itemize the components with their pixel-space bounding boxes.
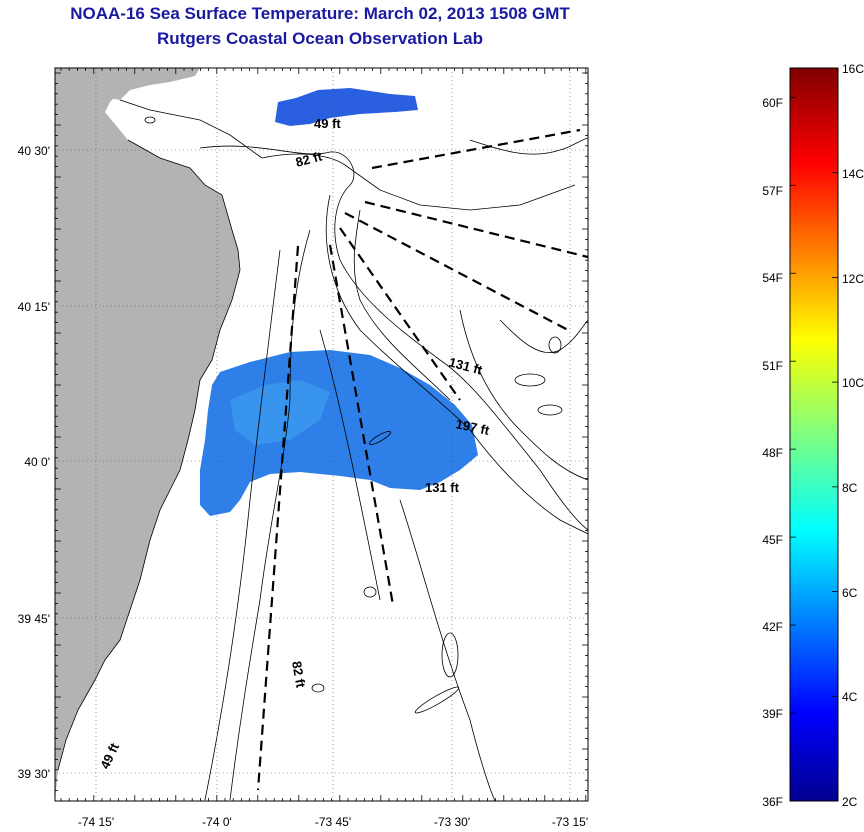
coastline xyxy=(57,139,241,771)
depth-label: 82 ft xyxy=(289,660,309,690)
lon-tick-label: -74 0' xyxy=(202,815,232,829)
colorbar-f-label: 36F xyxy=(762,795,783,809)
map-title: NOAA-16 Sea Surface Temperature: March 0… xyxy=(70,4,570,23)
colorbar-c-label: 12C xyxy=(842,272,864,286)
colorbar-c-label: 10C xyxy=(842,376,864,390)
colorbar-f-label: 42F xyxy=(762,620,783,634)
depth-label: 82 ft xyxy=(294,148,324,170)
colorbar-c-labels: 2C 4C 6C 8C 10C 12C 14C 16C xyxy=(842,62,864,809)
lon-tick-label: -73 15' xyxy=(552,815,588,829)
colorbar-c-label: 16C xyxy=(842,62,864,76)
colorbar-f-label: 54F xyxy=(762,271,783,285)
lon-tick-label: -74 15' xyxy=(78,815,114,829)
sst-patch-north xyxy=(275,88,418,126)
contour-blobs xyxy=(144,116,563,714)
lat-tick-label: 39 30' xyxy=(18,767,50,781)
map-subtitle: Rutgers Coastal Ocean Observation Lab xyxy=(157,29,483,48)
bay-shore xyxy=(119,99,576,211)
colorbar-f-label: 39F xyxy=(762,707,783,721)
lat-axis: 40 30' 40 15' 40 0' 39 45' 39 30' xyxy=(18,144,50,781)
colorbar-ticks xyxy=(790,67,838,802)
colorbar-f-label: 60F xyxy=(762,96,783,110)
dashed-transects xyxy=(256,128,588,791)
map-area: 49 ft 82 ft 131 ft 197 ft 131 ft 82 ft 4… xyxy=(55,68,588,801)
depth-label: 49 ft xyxy=(97,740,122,771)
lon-tick-label: -73 45' xyxy=(315,815,351,829)
colorbar-f-label: 45F xyxy=(762,533,783,547)
colorbar-f-labels: 36F 39F 42F 45F 48F 51F 54F 57F 60F xyxy=(762,96,783,809)
depth-label: 49 ft xyxy=(314,116,341,131)
lat-tick-label: 40 15' xyxy=(18,300,50,314)
lon-tick-label: -73 30' xyxy=(434,815,470,829)
colorbar xyxy=(789,67,839,802)
land-north xyxy=(55,68,200,100)
colorbar-c-label: 14C xyxy=(842,167,864,181)
depth-label: 131 ft xyxy=(447,354,484,377)
colorbar-f-label: 57F xyxy=(762,184,783,198)
land-mass xyxy=(55,68,240,801)
colorbar-c-label: 6C xyxy=(842,586,858,600)
depth-label: 131 ft xyxy=(425,480,460,495)
frame-ticks xyxy=(55,68,588,802)
graticule xyxy=(55,68,588,801)
colorbar-c-label: 4C xyxy=(842,690,858,704)
colorbar-f-label: 48F xyxy=(762,446,783,460)
lat-tick-label: 40 30' xyxy=(18,144,50,158)
map-frame xyxy=(54,67,589,802)
colorbar-f-label: 51F xyxy=(762,359,783,373)
lon-axis: -74 15' -74 0' -73 45' -73 30' -73 15' xyxy=(78,815,588,829)
depth-label: 197 ft xyxy=(454,416,491,438)
lat-tick-label: 39 45' xyxy=(18,612,50,626)
colorbar-c-label: 8C xyxy=(842,481,858,495)
colorbar-c-label: 2C xyxy=(842,795,858,809)
lat-tick-label: 40 0' xyxy=(24,455,50,469)
sst-patch-light xyxy=(230,380,330,445)
